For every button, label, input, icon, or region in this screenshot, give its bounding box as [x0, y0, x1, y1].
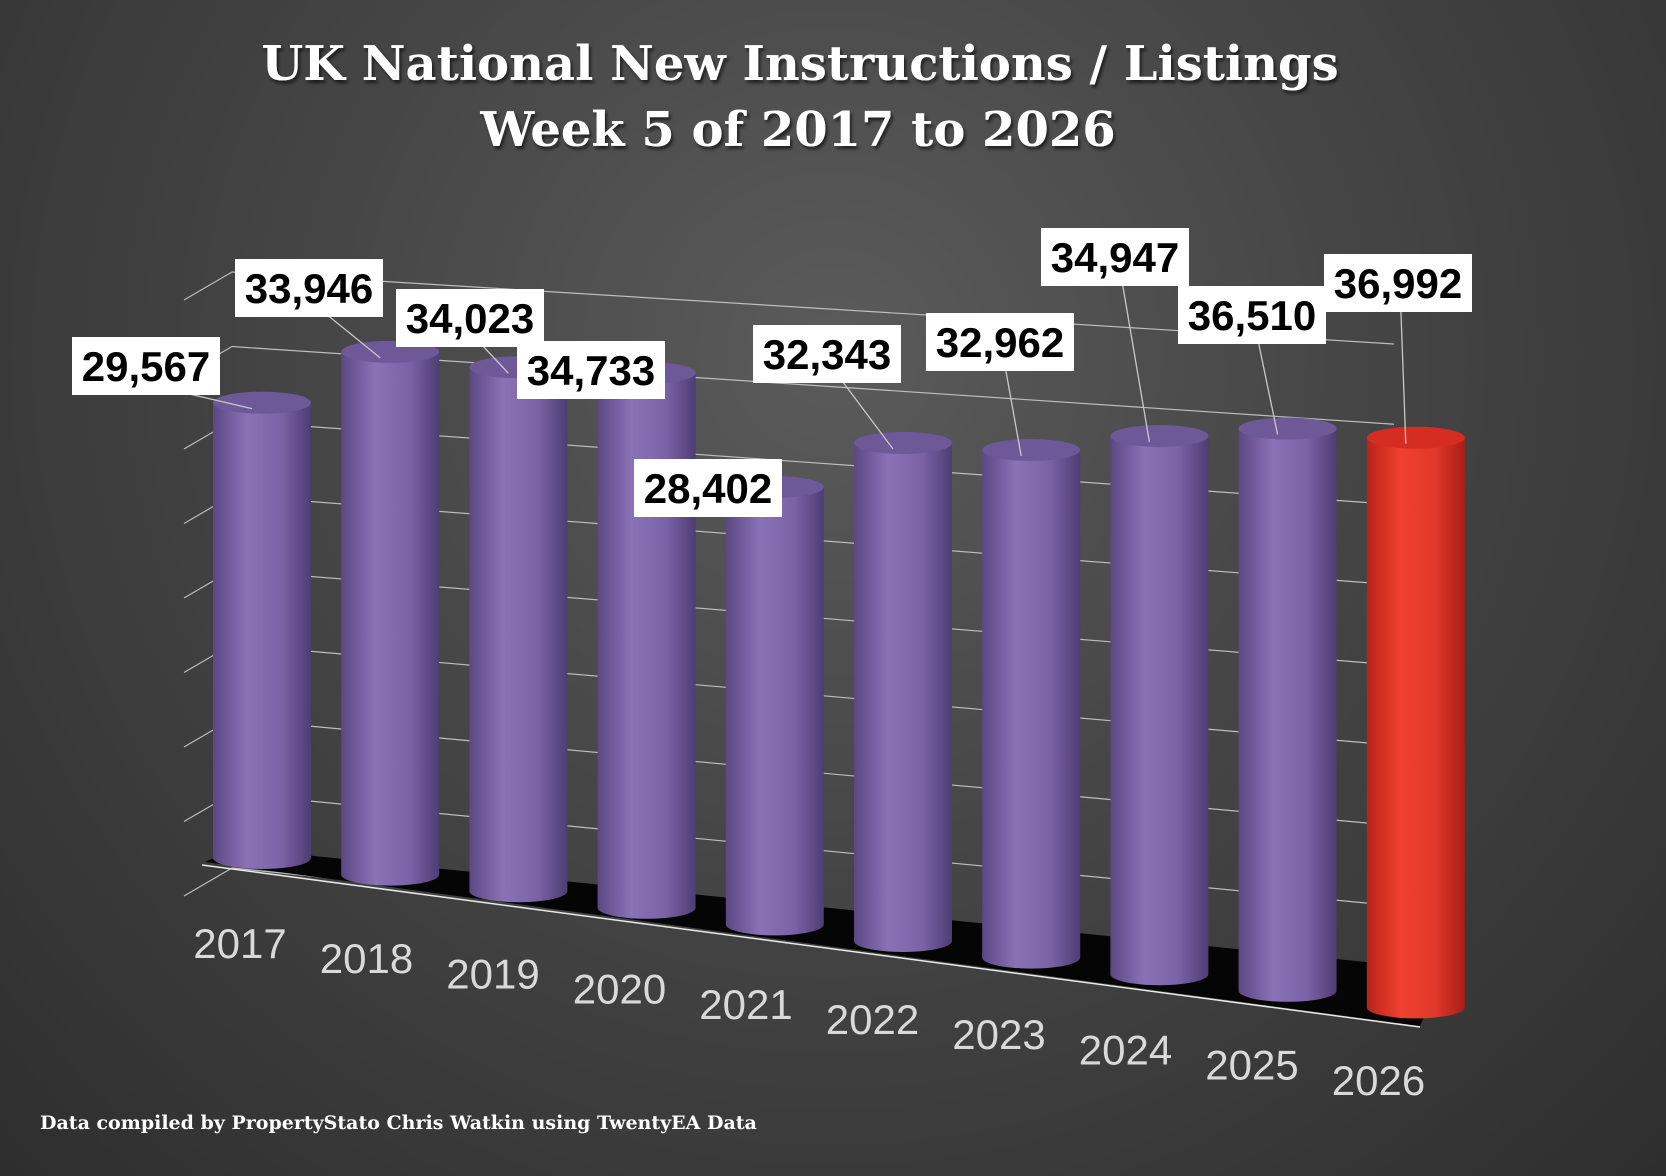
data-label-box: [235, 259, 383, 317]
data-labels: 29,567 33,946 34,023 34,733 28,402 32,343 32,9…: [72, 228, 1472, 517]
leader-line: [837, 375, 894, 450]
bar-body: [597, 372, 696, 919]
bar-2024: [1110, 425, 1209, 986]
footer-credit: Data compiled by PropertyStato Chris Wat…: [40, 1112, 757, 1134]
bar-2025: [1238, 417, 1337, 1002]
floor-edge: [201, 864, 1421, 1028]
bar-2017: [213, 391, 311, 869]
bar-top: [213, 391, 311, 414]
data-label-box: [926, 313, 1074, 371]
bar-body: [213, 402, 311, 869]
bar-2020: [597, 361, 696, 919]
chart-title: UK National New Instructions / Listings: [261, 36, 1338, 92]
bar-body: [1366, 437, 1465, 1019]
bar-body: [341, 351, 440, 886]
category-label: 2024: [1079, 1026, 1172, 1073]
bar-top: [982, 438, 1081, 461]
bar-top: [1366, 426, 1465, 449]
bar-top: [1238, 417, 1337, 440]
bars: [213, 340, 1465, 1019]
data-label: 36,510: [1188, 292, 1316, 339]
data-label-box: [753, 325, 901, 383]
category-label: 2019: [446, 950, 539, 997]
chart-subtitle: Week 5 of 2017 to 2026: [479, 102, 1115, 158]
leader-line: [320, 309, 381, 359]
category-label: 2026: [1332, 1057, 1425, 1104]
bar-body: [1110, 436, 1209, 986]
bar-body: [982, 449, 1081, 969]
data-label-box: [517, 341, 665, 399]
data-label: 29,567: [82, 343, 210, 390]
bar-body: [469, 367, 568, 903]
bar-2022: [854, 431, 952, 952]
leader-line: [1004, 363, 1022, 457]
data-label: 34,733: [527, 347, 655, 394]
category-axis: 2017 2018 2019 2020 2021 2022 2023 2024 2025 2026: [193, 920, 1425, 1104]
gridline-side: [183, 867, 233, 897]
data-label: 32,962: [936, 319, 1064, 366]
data-label-box: [1041, 228, 1189, 286]
data-label-box: [1178, 286, 1326, 344]
bar-2019: [469, 356, 568, 903]
bar-body: [725, 487, 824, 936]
data-label: 33,946: [245, 265, 373, 312]
category-label: 2025: [1205, 1042, 1298, 1089]
category-label: 2022: [826, 996, 919, 1043]
bar-top: [1110, 425, 1209, 448]
data-label: 34,023: [406, 295, 534, 342]
bar-2021: [725, 476, 824, 936]
data-label: 32,343: [763, 331, 891, 378]
bar-body: [854, 442, 952, 952]
bar-2018: [341, 340, 440, 886]
category-label: 2020: [573, 966, 666, 1013]
category-label: 2021: [699, 981, 792, 1028]
bar-top: [854, 431, 952, 454]
data-label-box: [72, 337, 220, 395]
category-label: 2018: [320, 935, 413, 982]
data-label-box: [396, 289, 544, 347]
bar-body: [1238, 428, 1337, 1002]
data-label-box: [1324, 254, 1472, 312]
leader-line: [1256, 336, 1279, 435]
category-label: 2017: [193, 920, 286, 967]
bar-2026: [1366, 426, 1465, 1019]
data-label: 34,947: [1051, 234, 1179, 281]
gridline-side: [183, 271, 233, 301]
data-label: 36,992: [1334, 260, 1462, 307]
bar-2023: [982, 438, 1081, 969]
category-label: 2023: [952, 1011, 1045, 1058]
leader-line: [1400, 304, 1407, 444]
data-label-box: [634, 459, 782, 517]
data-label: 28,402: [644, 465, 772, 512]
leader-line: [1121, 278, 1151, 443]
